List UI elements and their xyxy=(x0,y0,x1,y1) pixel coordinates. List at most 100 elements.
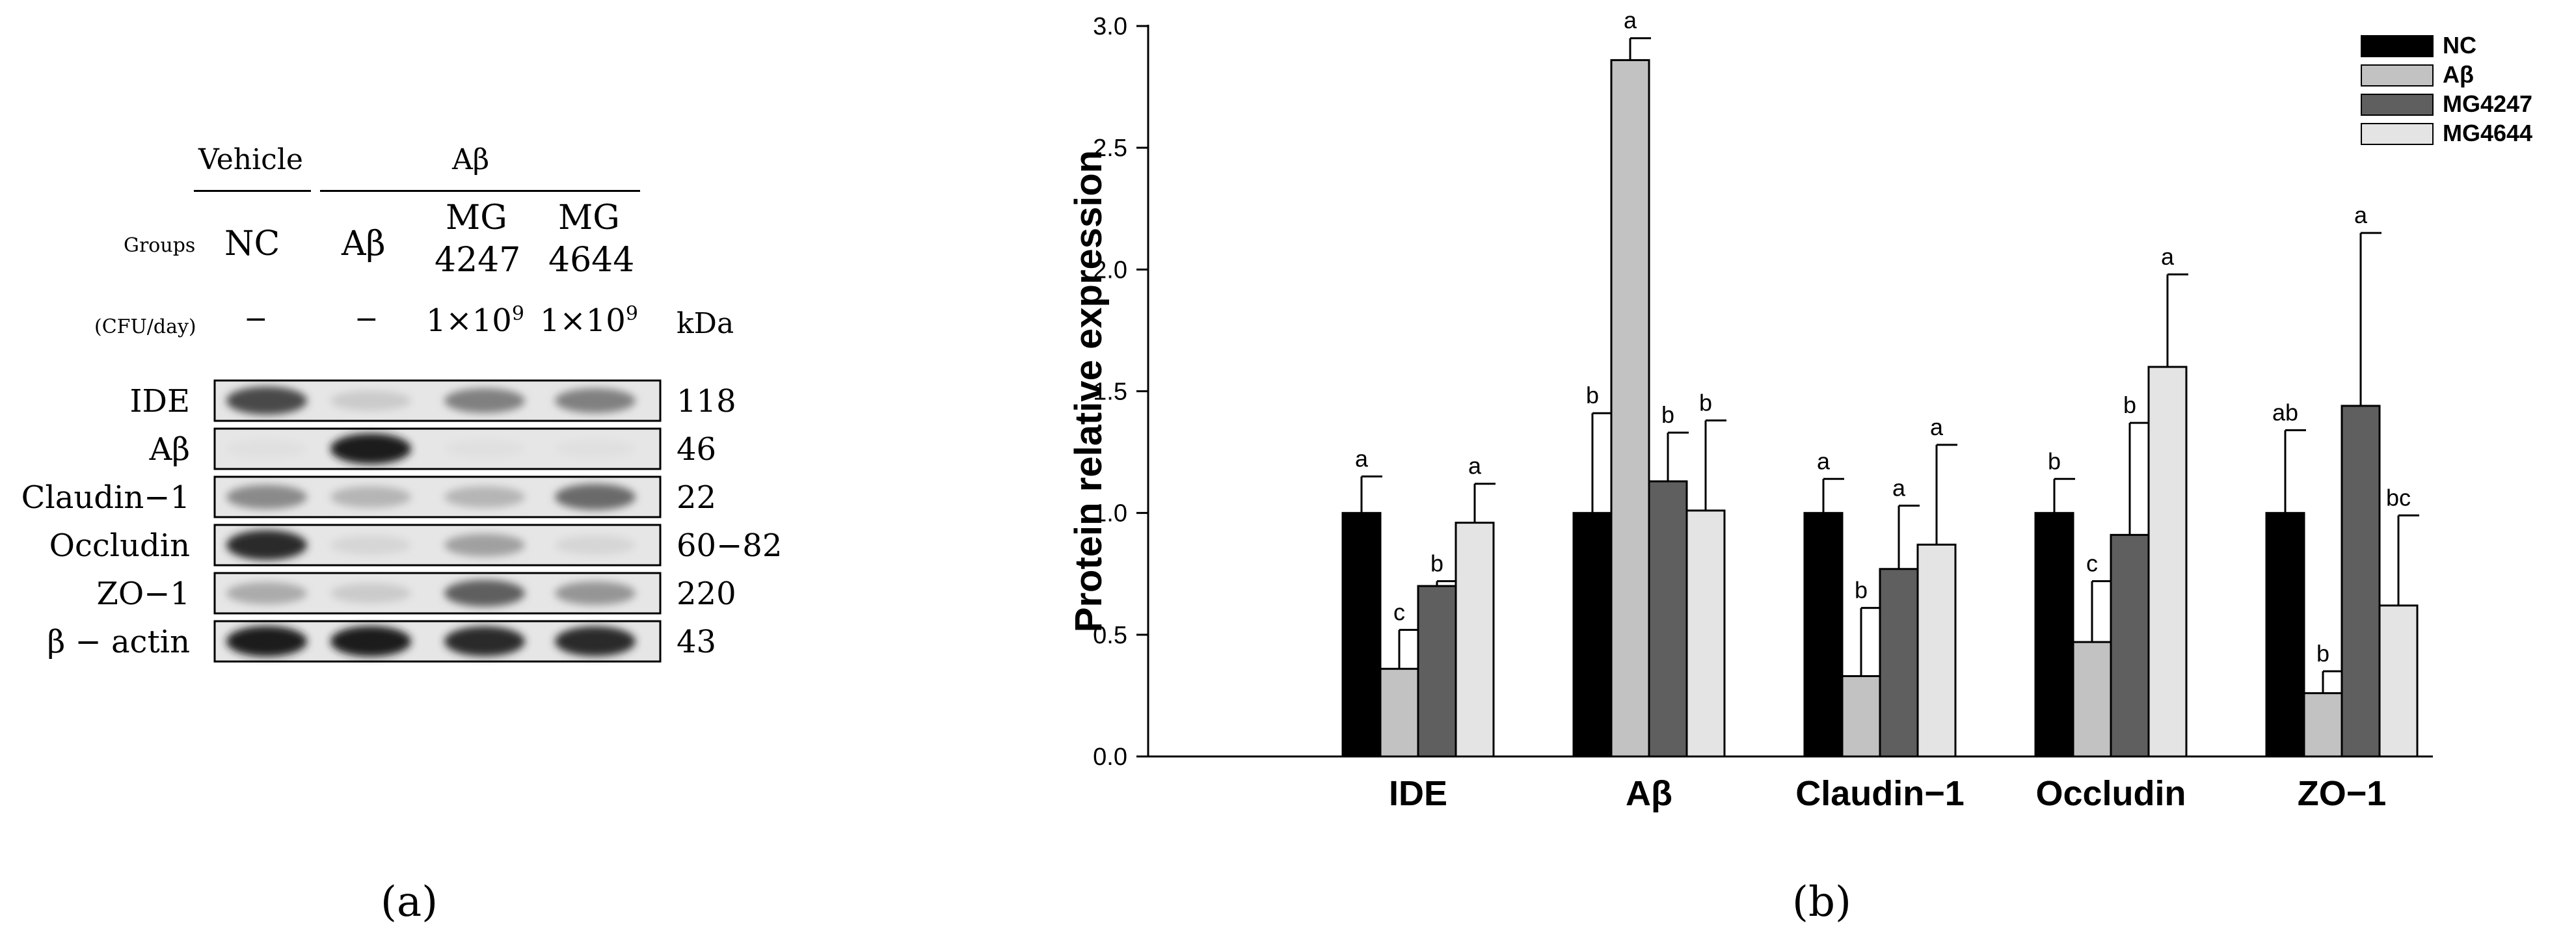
lane-name-nc: NC xyxy=(224,224,280,263)
legend-swatch xyxy=(2361,123,2434,145)
kda-header: kDa xyxy=(677,307,734,340)
significance-letter: a xyxy=(1817,448,1831,474)
y-tick-label: 0.5 xyxy=(1093,622,1127,649)
bar xyxy=(2341,405,2381,758)
significance-letter: c xyxy=(1393,598,1405,625)
blot-band xyxy=(330,486,411,508)
bar-group: b xyxy=(1417,550,1458,758)
bar xyxy=(1841,675,1881,758)
y-tick-label: 2.0 xyxy=(1093,256,1127,284)
significance-letter: b xyxy=(1661,401,1674,428)
bar xyxy=(2072,641,2112,758)
significance-letter: b xyxy=(1855,577,1868,604)
significance-letter: a xyxy=(2354,202,2368,228)
blot-row-label: β − actin xyxy=(47,624,190,660)
legend-label: MG4247 xyxy=(2443,90,2532,117)
significance-letter: b xyxy=(2316,640,2329,667)
abeta-header: Aβ xyxy=(452,143,490,176)
bar-chart-panel: 0.0 0.5 1.0 1.5 2.0 2.5 3.0 Protein relative ex… xyxy=(846,0,2576,949)
blot-band xyxy=(330,535,411,555)
lane-name-mg4644: MG xyxy=(558,198,620,237)
legend-label: NC xyxy=(2443,32,2476,59)
significance-letter: c xyxy=(2086,550,2098,576)
blot-band xyxy=(555,626,636,656)
western-blot-panel: Vehicle Aβ Groups NC Aβ MG 4247 MG 4644 … xyxy=(0,0,846,949)
significance-letter: ab xyxy=(2272,399,2298,425)
significance-letter: a xyxy=(1355,446,1369,472)
bar xyxy=(2378,604,2419,758)
bar xyxy=(1803,512,1844,758)
blot-band xyxy=(330,583,411,604)
blot-band xyxy=(226,485,307,509)
significance-letter: bc xyxy=(2386,484,2411,511)
bar xyxy=(1379,667,1419,758)
blot-band xyxy=(444,580,525,607)
blot-row-kda: 43 xyxy=(677,624,716,660)
dose-mg4644-exp: 9 xyxy=(625,302,638,325)
bar-group: b xyxy=(2110,392,2151,758)
blot-row: ZO−1 220 xyxy=(97,572,736,615)
dose-mg4247: 1×109 xyxy=(426,302,524,339)
y-tick-label: 1.0 xyxy=(1093,500,1127,528)
bar xyxy=(1610,59,1650,758)
bar-group: a xyxy=(1916,414,1957,758)
blot-band xyxy=(330,626,411,657)
legend-label: MG4644 xyxy=(2443,120,2532,146)
legend-label: Aβ xyxy=(2443,61,2474,88)
legend-swatch xyxy=(2361,94,2434,116)
bar-group: a xyxy=(1455,453,1496,758)
x-tick-label: ZO−1 xyxy=(2298,774,2387,813)
bar xyxy=(1879,568,1919,758)
dose-abeta: − xyxy=(355,302,379,336)
bar-group: b xyxy=(2303,640,2344,758)
vehicle-header: Vehicle xyxy=(198,143,303,176)
bar-chart: 0.0 0.5 1.0 1.5 2.0 2.5 3.0 Protein relative ex… xyxy=(1067,7,2532,813)
bar xyxy=(2110,533,2150,758)
blot-band xyxy=(226,530,307,560)
caption-b-text: (b) xyxy=(1792,878,1851,926)
bar-group: b xyxy=(2034,448,2075,758)
blot-band xyxy=(330,433,411,464)
caption-a-text: (a) xyxy=(381,878,438,926)
x-tick-label: Aβ xyxy=(1626,774,1672,813)
legend-item: NC xyxy=(2361,32,2476,59)
y-tick-label: 0.0 xyxy=(1093,743,1127,771)
blot-row: β − actin 43 xyxy=(47,620,716,663)
lane-num-mg4247: 4247 xyxy=(435,241,521,280)
lane-name-abeta: Aβ xyxy=(342,224,386,263)
significance-letter: a xyxy=(1930,414,1944,440)
abeta-header-line xyxy=(320,190,640,192)
blot-row-kda: 60−82 xyxy=(677,528,782,564)
blot-row-kda: 220 xyxy=(677,576,736,612)
bar xyxy=(1572,512,1613,758)
y-axis-label: Protein relative expression xyxy=(1067,150,1110,632)
significance-letter: b xyxy=(1586,382,1599,408)
bar-group: b xyxy=(1572,382,1613,758)
blot-row: Claudin−1 22 xyxy=(21,475,716,518)
bar xyxy=(2265,512,2305,758)
bar-group: a xyxy=(1610,7,1651,758)
x-tick-label: IDE xyxy=(1389,774,1447,813)
blot-band xyxy=(226,386,307,415)
lane-num-mg4644: 4644 xyxy=(548,241,635,280)
caption-a: (a) xyxy=(381,878,438,926)
bar-group: bc xyxy=(2378,484,2419,758)
bar-group: b xyxy=(1841,577,1882,758)
dose-nc: − xyxy=(244,302,268,336)
bar xyxy=(2034,512,2074,758)
blot-band xyxy=(226,626,307,657)
blot-band xyxy=(444,388,525,413)
blot-row-label: IDE xyxy=(130,383,190,420)
bar xyxy=(2147,366,2188,758)
bar-group: b xyxy=(1685,389,1726,758)
x-tick-label: Occludin xyxy=(2035,774,2186,813)
bar-group: c xyxy=(1379,598,1420,758)
dose-mg4644: 1×109 xyxy=(540,302,638,339)
significance-letter: b xyxy=(1699,389,1712,416)
cfu-label: (CFU/day) xyxy=(94,315,196,338)
blot-row: IDE 118 xyxy=(130,379,736,422)
blot-row-label: Aβ xyxy=(149,431,190,468)
blot-band xyxy=(226,439,307,459)
blot-band xyxy=(555,535,636,555)
blot-image: IDE 118 Aβ 46 Claudin−1 22 Occludin 60−82 ZO−1 22… xyxy=(21,379,782,663)
